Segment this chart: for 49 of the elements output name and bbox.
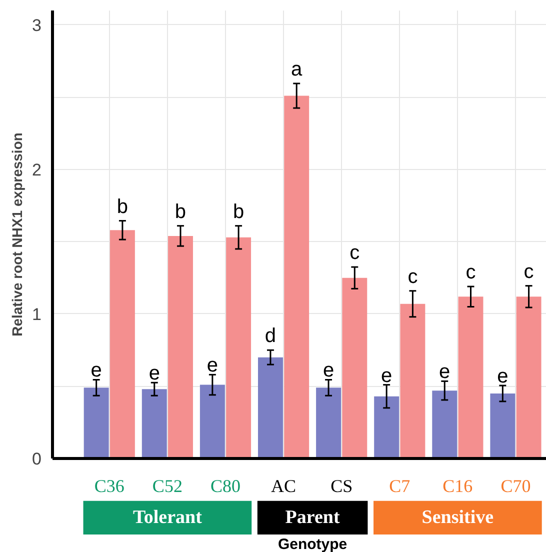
y-tick-label: 3 xyxy=(32,16,42,35)
text: Tolerant xyxy=(132,507,203,528)
x-tick-label: C7 xyxy=(389,476,410,496)
bar xyxy=(284,96,310,458)
bar xyxy=(490,393,516,458)
data-label: c xyxy=(466,262,476,284)
bar xyxy=(374,396,400,458)
data-label: d xyxy=(264,325,276,348)
data-label: e xyxy=(148,362,160,385)
data-label: c xyxy=(524,260,534,283)
x-tick-label: C52 xyxy=(152,476,182,496)
bar xyxy=(432,390,458,458)
data-label: c xyxy=(350,242,360,264)
x-tick-label: CS xyxy=(330,476,353,496)
bar xyxy=(316,388,342,458)
data-label: e xyxy=(206,354,218,377)
y-axis-title: Relative root NHX1 expression xyxy=(9,132,26,336)
bar xyxy=(342,278,368,458)
x-tick-label: C36 xyxy=(94,476,124,496)
bar xyxy=(110,230,135,458)
data-label: a xyxy=(291,58,304,80)
bar xyxy=(458,296,484,458)
bar xyxy=(168,236,193,458)
text: Parent xyxy=(285,507,340,528)
data-label: e xyxy=(322,360,334,382)
data-label: b xyxy=(232,200,244,223)
data-label: e xyxy=(497,366,508,388)
bar xyxy=(226,237,252,458)
bar xyxy=(84,388,109,458)
bar xyxy=(258,357,283,458)
x-tick-label: C16 xyxy=(442,476,473,496)
x-tick-label: C70 xyxy=(500,476,531,496)
bar xyxy=(200,384,225,458)
data-label: b xyxy=(116,196,128,218)
data-label: e xyxy=(90,360,102,382)
x-tick-label: C80 xyxy=(210,476,240,496)
bar xyxy=(400,304,426,458)
text: Sensitive xyxy=(422,507,494,528)
x-axis-title: Genotype xyxy=(278,536,348,552)
y-tick-label: 0 xyxy=(32,450,42,468)
data-label: b xyxy=(174,200,186,223)
bar xyxy=(142,389,167,458)
data-label: e xyxy=(381,364,392,387)
data-label: e xyxy=(439,361,450,384)
x-tick-label: AC xyxy=(271,476,296,496)
y-tick-label: 1 xyxy=(32,304,42,324)
y-tick-label: 2 xyxy=(32,160,42,180)
bar xyxy=(516,296,542,458)
data-label: c xyxy=(408,266,418,288)
